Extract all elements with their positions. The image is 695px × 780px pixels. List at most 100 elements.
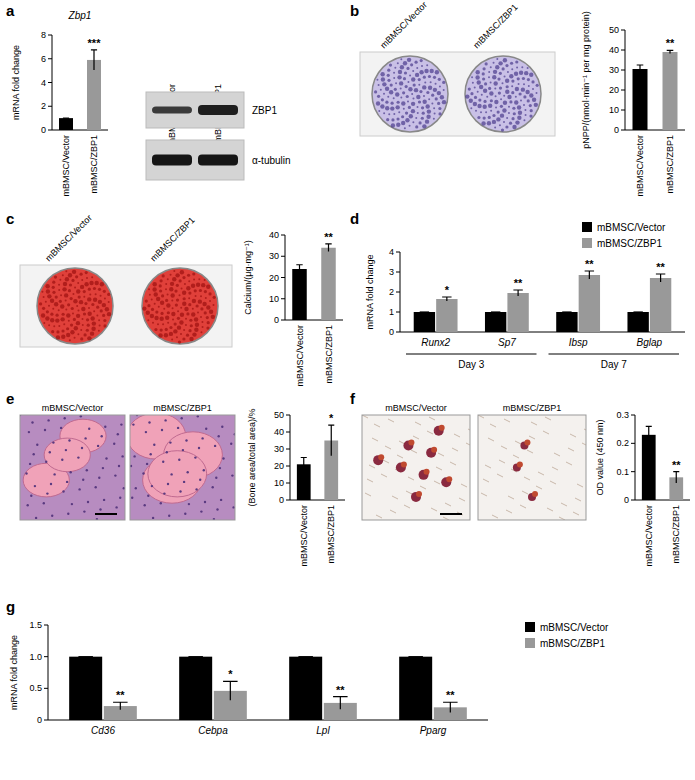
y-tick	[621, 30, 625, 31]
stain-texture	[493, 81, 497, 85]
stain-texture	[506, 117, 508, 119]
blot-band	[152, 107, 192, 114]
stain-texture	[204, 311, 207, 314]
y-tick	[48, 130, 52, 131]
category-label: Bglap	[637, 337, 663, 348]
stain-texture	[163, 308, 165, 310]
blot-row-label: ZBP1	[252, 105, 277, 116]
stain-texture	[409, 125, 411, 127]
annotations: *	[329, 412, 334, 424]
legend: mBMSC/VectormBMSC/ZBP1	[525, 622, 609, 649]
cell	[452, 448, 458, 451]
stain-texture	[483, 116, 486, 119]
stain-texture	[185, 318, 187, 320]
stain-texture	[194, 289, 197, 292]
legend-swatch	[525, 638, 535, 648]
blot-strip	[146, 140, 244, 180]
stain-texture	[378, 110, 380, 112]
stain-texture	[490, 110, 492, 112]
scale-bar	[440, 513, 462, 515]
significance: **	[656, 261, 665, 273]
stain-texture	[405, 112, 408, 115]
stain-texture	[438, 112, 441, 115]
micrograph-frame	[362, 415, 470, 520]
stain-texture	[503, 95, 505, 97]
nucleus	[31, 421, 33, 423]
stain-texture	[473, 102, 477, 106]
nucleus	[113, 443, 115, 445]
stain-texture	[378, 84, 380, 86]
stain-texture	[385, 87, 389, 91]
stain-texture	[413, 83, 416, 86]
stain-texture	[195, 295, 197, 297]
cell	[415, 422, 421, 425]
stain-texture	[158, 333, 162, 337]
stain-texture	[103, 319, 106, 322]
stain-texture	[103, 324, 106, 327]
stain-texture	[531, 80, 534, 83]
category-label: mBMSC/Vector	[644, 505, 654, 567]
lipid-droplet	[419, 470, 429, 480]
bar	[633, 69, 648, 130]
stain-texture	[78, 295, 81, 298]
stain-texture	[403, 61, 407, 65]
stain-texture	[200, 295, 202, 297]
stain-texture	[396, 117, 399, 120]
nucleus	[103, 499, 105, 501]
stain-texture	[173, 270, 175, 272]
cell	[575, 498, 581, 501]
nucleus	[120, 423, 122, 425]
nucleus	[43, 502, 45, 504]
stain-texture	[87, 297, 91, 301]
nucleus	[135, 487, 137, 489]
stain-texture	[499, 86, 502, 89]
y-tick-label: 1.0	[29, 652, 42, 662]
legend-swatch	[525, 622, 535, 632]
nucleus	[142, 472, 144, 474]
stain-texture	[376, 79, 378, 81]
error-bar	[673, 472, 679, 483]
stain-texture	[412, 121, 414, 123]
stain-texture	[79, 300, 83, 304]
stain-texture	[520, 100, 522, 102]
cell	[374, 424, 380, 427]
stain-texture	[395, 92, 399, 96]
nucleus	[105, 457, 107, 459]
bone-region	[148, 451, 207, 497]
stain-texture	[519, 71, 523, 75]
cell	[543, 431, 549, 434]
stain-texture	[488, 104, 492, 108]
stain-texture	[393, 113, 395, 115]
stain-texture	[488, 71, 490, 73]
stain-texture	[416, 95, 420, 99]
error-bar	[420, 311, 429, 312]
stain-texture	[411, 77, 415, 81]
stain-texture	[521, 66, 523, 68]
stain-texture	[391, 118, 394, 121]
stain-texture	[502, 82, 504, 84]
stain-texture	[434, 112, 436, 114]
y-tick-label: 1	[389, 307, 394, 317]
stain-texture	[479, 85, 483, 89]
cell	[397, 455, 403, 458]
stain-texture	[422, 100, 426, 104]
nucleus	[181, 417, 183, 419]
stain-texture	[52, 308, 54, 310]
stain-texture	[393, 77, 395, 79]
micrograph	[130, 415, 235, 520]
y-tick	[48, 35, 52, 36]
stain-texture	[382, 82, 386, 86]
stain-texture	[160, 301, 164, 305]
nucleus	[53, 473, 55, 475]
stain-texture	[387, 74, 390, 77]
error-bar	[63, 118, 69, 119]
blot-band	[198, 105, 238, 115]
stain-texture	[165, 283, 167, 285]
cell	[385, 446, 391, 449]
nucleus	[147, 495, 149, 497]
stain-texture	[89, 281, 93, 285]
lipid-droplet	[517, 462, 523, 468]
y-tick-label: 4	[41, 78, 46, 88]
stain-texture	[529, 104, 532, 107]
nucleus	[183, 481, 185, 483]
